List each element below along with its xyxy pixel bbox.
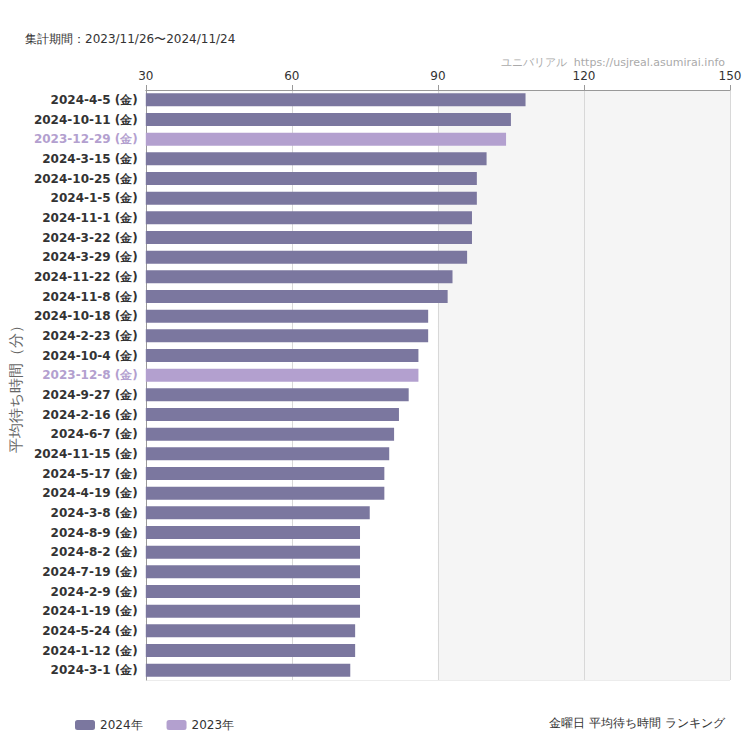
svg-text:2024-10-4 (金): 2024-10-4 (金) xyxy=(42,349,138,363)
svg-text:120: 120 xyxy=(572,69,595,83)
svg-text:2024-1-19 (金): 2024-1-19 (金) xyxy=(42,604,138,618)
svg-text:2024-7-19 (金): 2024-7-19 (金) xyxy=(42,565,138,579)
svg-text:2023年: 2023年 xyxy=(192,718,235,732)
svg-text:2024-4-5 (金): 2024-4-5 (金) xyxy=(51,93,138,107)
svg-text:2024-10-25 (金): 2024-10-25 (金) xyxy=(34,172,138,186)
svg-text:30: 30 xyxy=(138,69,153,83)
svg-text:2024-11-1 (金): 2024-11-1 (金) xyxy=(42,211,138,225)
svg-text:2023-12-8 (金): 2023-12-8 (金) xyxy=(42,368,138,382)
svg-text:2024-2-16 (金): 2024-2-16 (金) xyxy=(42,408,138,422)
svg-text:2024-9-27 (金): 2024-9-27 (金) xyxy=(42,388,138,402)
svg-text:60: 60 xyxy=(284,69,299,83)
svg-text:90: 90 xyxy=(430,69,445,83)
svg-text:2024-11-8 (金): 2024-11-8 (金) xyxy=(42,290,138,304)
svg-text:2024-2-23 (金): 2024-2-23 (金) xyxy=(42,329,138,343)
svg-text:2024-10-11 (金): 2024-10-11 (金) xyxy=(34,113,138,127)
svg-text:2024-3-15 (金): 2024-3-15 (金) xyxy=(42,152,138,166)
svg-text:2024-10-18 (金): 2024-10-18 (金) xyxy=(34,309,138,323)
svg-text:2024-3-22 (金): 2024-3-22 (金) xyxy=(42,231,138,245)
svg-text:2024-11-22 (金): 2024-11-22 (金) xyxy=(34,270,138,284)
svg-text:2024-5-17 (金): 2024-5-17 (金) xyxy=(42,467,138,481)
svg-text:150: 150 xyxy=(719,69,742,83)
svg-text:2024-5-24 (金): 2024-5-24 (金) xyxy=(42,624,138,638)
svg-text:2024-8-2 (金): 2024-8-2 (金) xyxy=(51,545,138,559)
svg-text:2024年: 2024年 xyxy=(100,718,143,732)
svg-text:2024-4-19 (金): 2024-4-19 (金) xyxy=(42,486,138,500)
svg-text:2024-11-15 (金): 2024-11-15 (金) xyxy=(34,447,138,461)
svg-text:集計期間：2023/11/26〜2024/11/24: 集計期間：2023/11/26〜2024/11/24 xyxy=(25,32,235,46)
svg-text:2024-3-29 (金): 2024-3-29 (金) xyxy=(42,250,138,264)
svg-text:2024-2-9 (金): 2024-2-9 (金) xyxy=(51,585,138,599)
svg-text:2024-6-7 (金): 2024-6-7 (金) xyxy=(51,427,138,441)
svg-text:平均待ち時間（分）: 平均待ち時間（分） xyxy=(7,318,25,453)
svg-text:2024-1-5 (金): 2024-1-5 (金) xyxy=(51,191,138,205)
svg-text:ユニバリアル https://usjreal.asumir: ユニバリアル https://usjreal.asumirai.info xyxy=(501,56,725,69)
svg-text:金曜日 平均待ち時間 ランキング: 金曜日 平均待ち時間 ランキング xyxy=(549,716,726,730)
svg-text:2023-12-29 (金): 2023-12-29 (金) xyxy=(34,132,138,146)
svg-text:2024-3-1 (金): 2024-3-1 (金) xyxy=(51,663,138,677)
svg-text:2024-3-8 (金): 2024-3-8 (金) xyxy=(51,506,138,520)
svg-text:2024-1-12 (金): 2024-1-12 (金) xyxy=(42,644,138,658)
svg-text:2024-8-9 (金): 2024-8-9 (金) xyxy=(51,526,138,540)
